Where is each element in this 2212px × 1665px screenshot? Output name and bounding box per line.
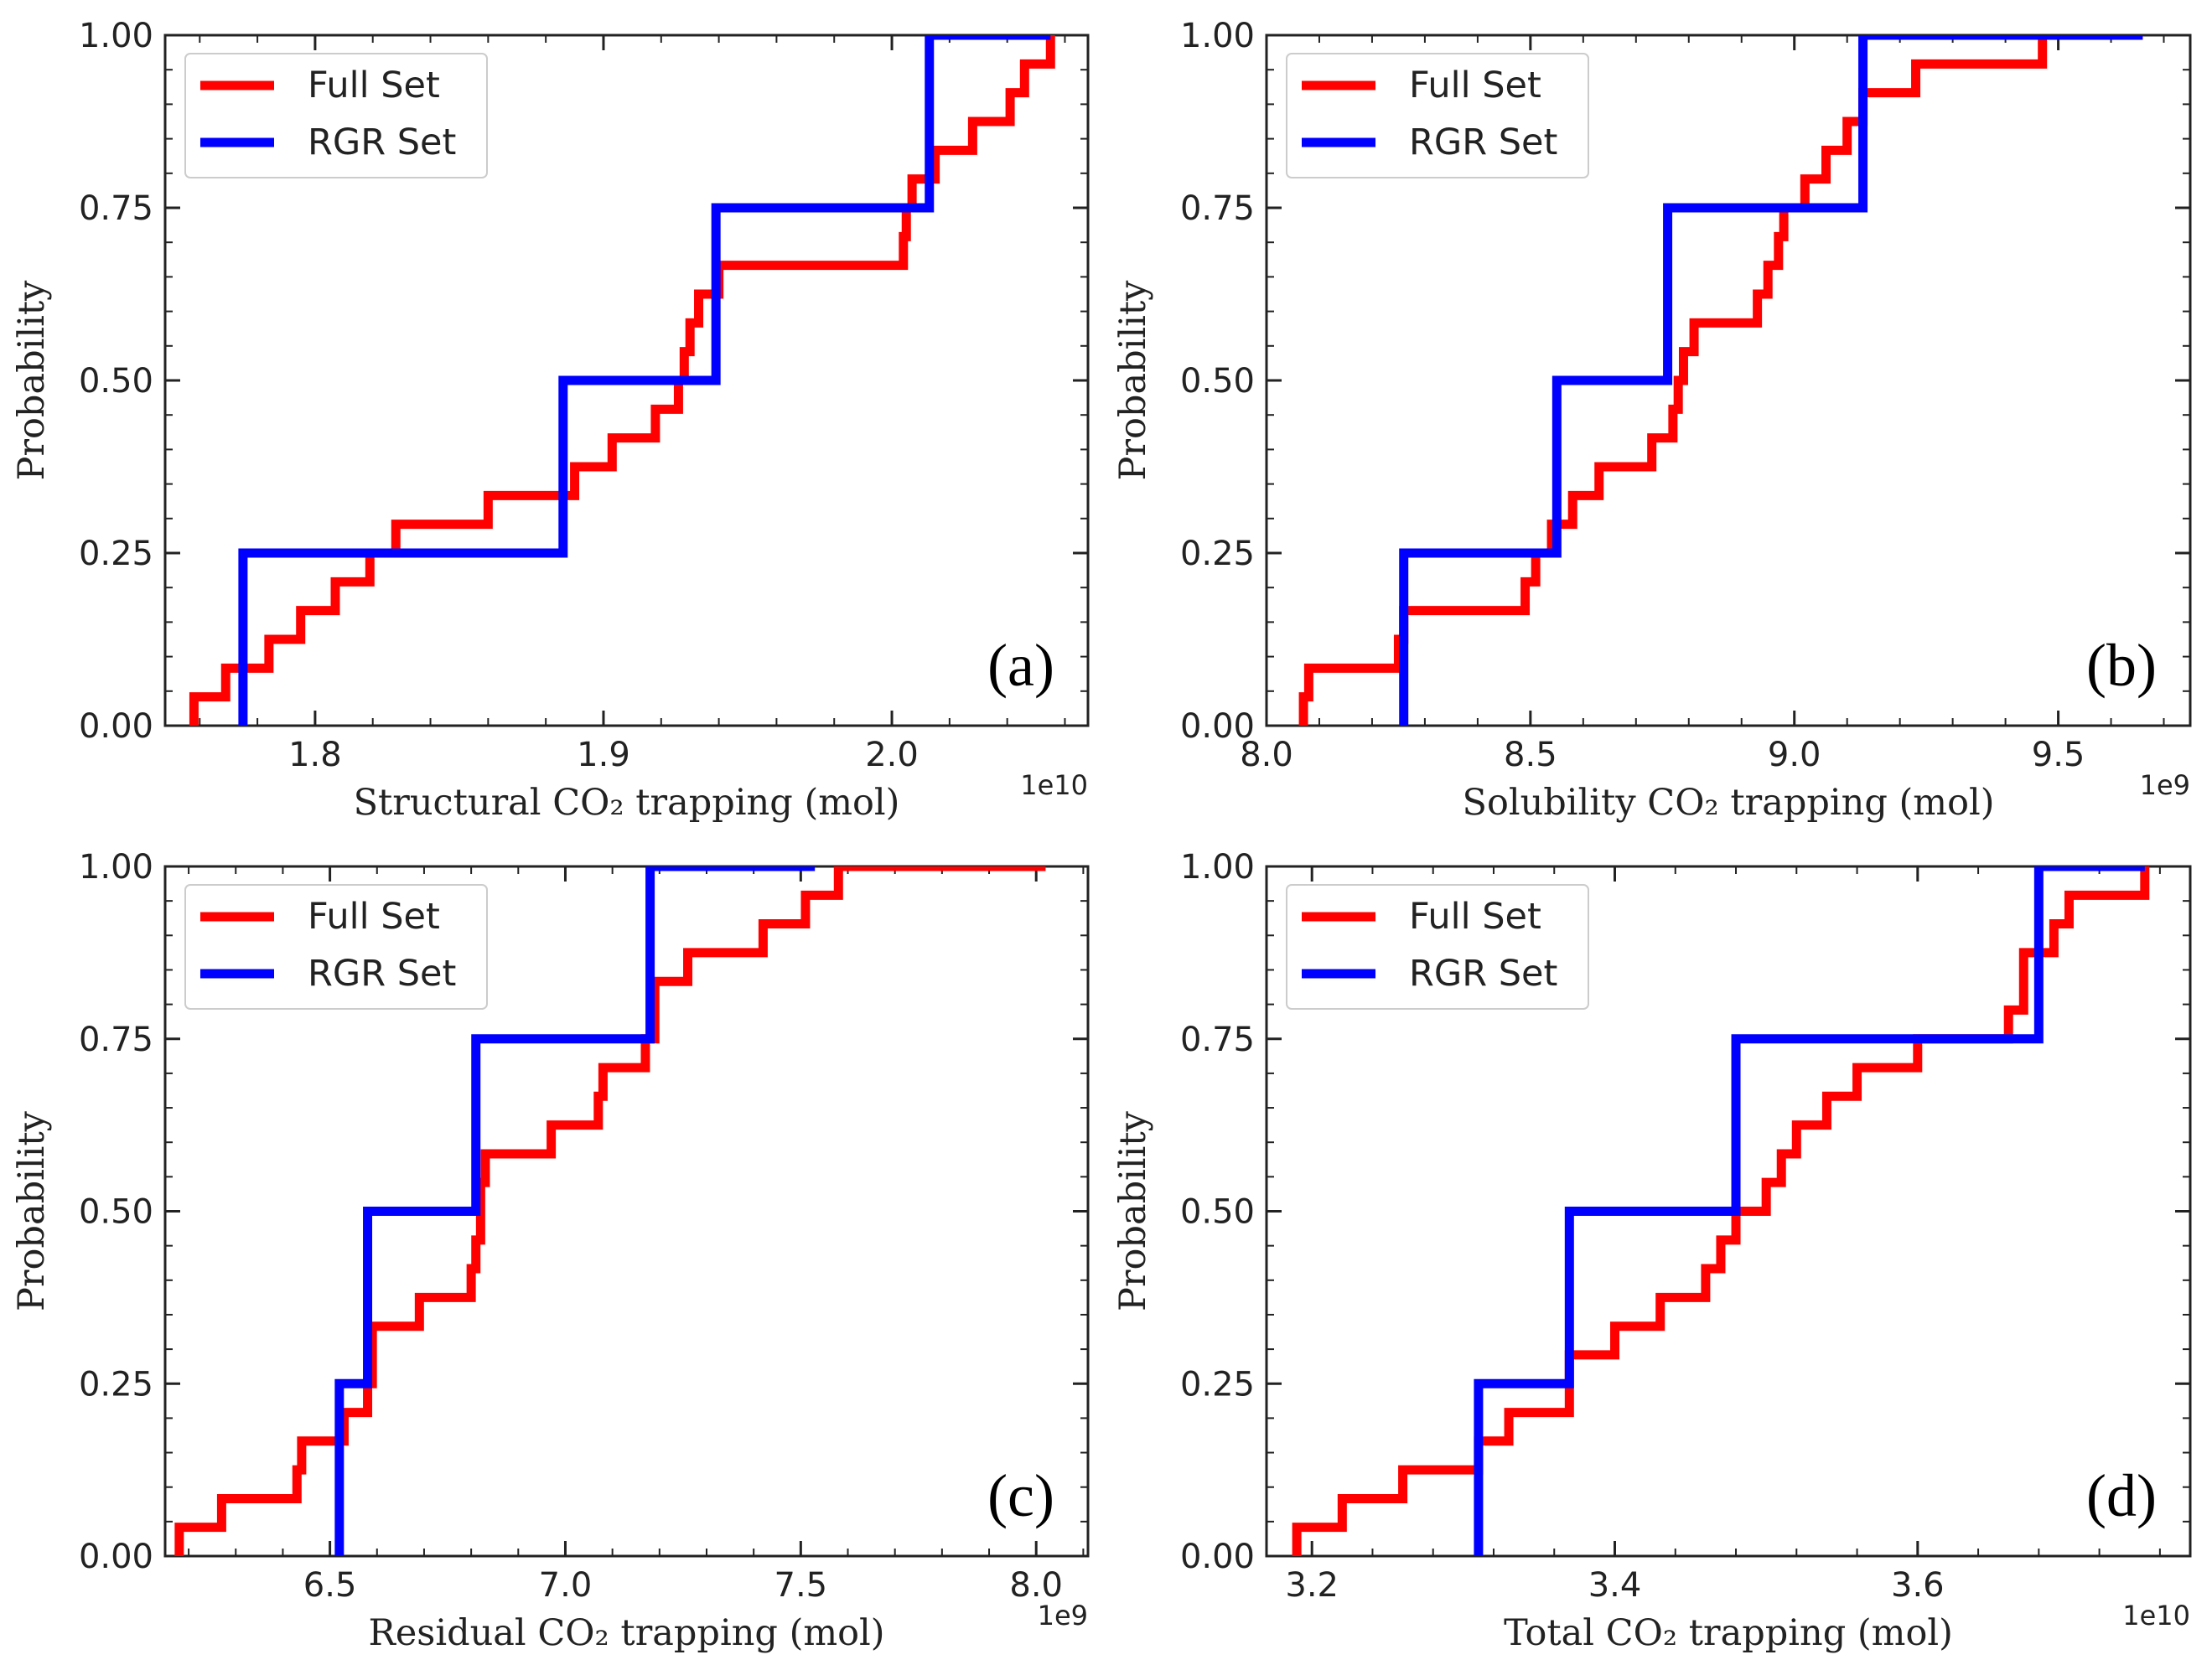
x-axis-label: Residual CO₂ trapping (mol) <box>368 1612 884 1654</box>
series-line-rgr-set <box>1474 866 2145 1556</box>
y-axis-label: Probability <box>11 280 53 481</box>
y-tick-label: 0.75 <box>79 189 153 228</box>
series-line-full-set <box>1298 35 2143 726</box>
legend-label: Full Set <box>308 65 440 106</box>
series-line-rgr-set <box>238 35 1051 726</box>
x-axis-offset-label: 1e10 <box>1020 769 1088 801</box>
y-tick-label: 0.75 <box>79 1021 153 1059</box>
y-tick-label: 0.00 <box>79 1538 153 1576</box>
x-tick-label: 8.5 <box>1504 736 1557 774</box>
chart-panel-2: 0.00 0.25 0.50 0.75 1.00 8.0 8.5 9.0 9.5 Full Set… <box>1112 17 2192 824</box>
y-tick-label: 0.00 <box>1180 707 1255 746</box>
panel-label: (a) <box>987 632 1054 699</box>
y-axis-label: Probability <box>11 1110 53 1311</box>
x-tick-label: 7.5 <box>774 1566 828 1605</box>
x-tick-label: 8.0 <box>1009 1566 1063 1605</box>
x-tick-label: 3.4 <box>1588 1566 1642 1605</box>
x-axis-offset-label: 1e9 <box>1038 1600 1088 1631</box>
x-axis-offset-label: 1e10 <box>2122 1600 2190 1631</box>
x-tick-label: 1.8 <box>288 736 342 774</box>
y-tick-label: 0.00 <box>1180 1538 1255 1576</box>
legend-label: RGR Set <box>1409 953 1557 995</box>
y-tick-label: 0.25 <box>1180 1365 1255 1404</box>
series-line-rgr-set <box>334 866 816 1556</box>
y-tick-label: 0.50 <box>1180 362 1255 401</box>
y-tick-label: 0.75 <box>1180 1021 1255 1059</box>
series-line-full-set <box>1292 866 2150 1556</box>
y-tick-label: 0.75 <box>1180 189 1255 228</box>
panel-label: (b) <box>2086 632 2157 699</box>
legend-label: Full Set <box>1409 896 1541 938</box>
y-tick-label: 1.00 <box>79 17 153 55</box>
chart-panel-1: 0.00 0.25 0.50 0.75 1.00 1.8 1.9 2.0 Full Set RGR… <box>11 17 1090 824</box>
x-tick-label: 9.5 <box>2032 736 2085 774</box>
chart-panel-3: 0.00 0.25 0.50 0.75 1.00 6.5 7.0 7.5 8.0 Full Set… <box>11 848 1090 1654</box>
x-axis-label: Structural CO₂ trapping (mol) <box>354 782 900 824</box>
legend-label: RGR Set <box>1409 122 1557 163</box>
y-tick-label: 1.00 <box>1180 848 1255 887</box>
x-tick-label: 6.5 <box>303 1566 357 1605</box>
x-axis-label: Solubility CO₂ trapping (mol) <box>1462 782 1994 824</box>
legend: Full Set RGR Set <box>184 884 488 1010</box>
series-line-full-set <box>174 866 1046 1556</box>
x-tick-label: 3.2 <box>1285 1566 1339 1605</box>
series-line-full-set <box>189 35 1055 726</box>
x-tick-label: 2.0 <box>865 736 919 774</box>
legend-label: Full Set <box>308 896 440 938</box>
y-tick-label: 1.00 <box>79 848 153 887</box>
y-tick-label: 0.00 <box>79 707 153 746</box>
legend-label: Full Set <box>1409 65 1541 106</box>
y-tick-label: 0.50 <box>79 362 153 401</box>
y-tick-label: 0.25 <box>1180 535 1255 573</box>
chart-panel-4: 0.00 0.25 0.50 0.75 1.00 3.2 3.4 3.6 Full Set RGR… <box>1112 848 2192 1654</box>
legend: Full Set RGR Set <box>184 53 488 178</box>
y-axis-label: Probability <box>1112 1110 1154 1311</box>
legend: Full Set RGR Set <box>1286 884 1589 1010</box>
x-tick-label: 9.0 <box>1768 736 1821 774</box>
x-tick-label: 7.0 <box>539 1566 593 1605</box>
x-axis-offset-label: 1e9 <box>2140 769 2190 801</box>
y-tick-label: 0.50 <box>79 1193 153 1232</box>
legend-label: RGR Set <box>308 953 456 995</box>
y-tick-label: 0.25 <box>79 1365 153 1404</box>
x-tick-label: 8.0 <box>1240 736 1293 774</box>
x-tick-label: 3.6 <box>1891 1566 1945 1605</box>
y-axis-label: Probability <box>1112 280 1154 481</box>
y-tick-label: 0.50 <box>1180 1193 1255 1232</box>
y-tick-label: 1.00 <box>1180 17 1255 55</box>
panel-label: (d) <box>2086 1462 2157 1529</box>
panel-label: (c) <box>987 1462 1054 1529</box>
x-axis-label: Total CO₂ trapping (mol) <box>1504 1612 1953 1654</box>
y-tick-label: 0.25 <box>79 535 153 573</box>
legend-label: RGR Set <box>308 122 456 163</box>
series-line-rgr-set <box>1399 35 2143 726</box>
legend: Full Set RGR Set <box>1286 53 1589 178</box>
x-tick-label: 1.9 <box>577 736 630 774</box>
